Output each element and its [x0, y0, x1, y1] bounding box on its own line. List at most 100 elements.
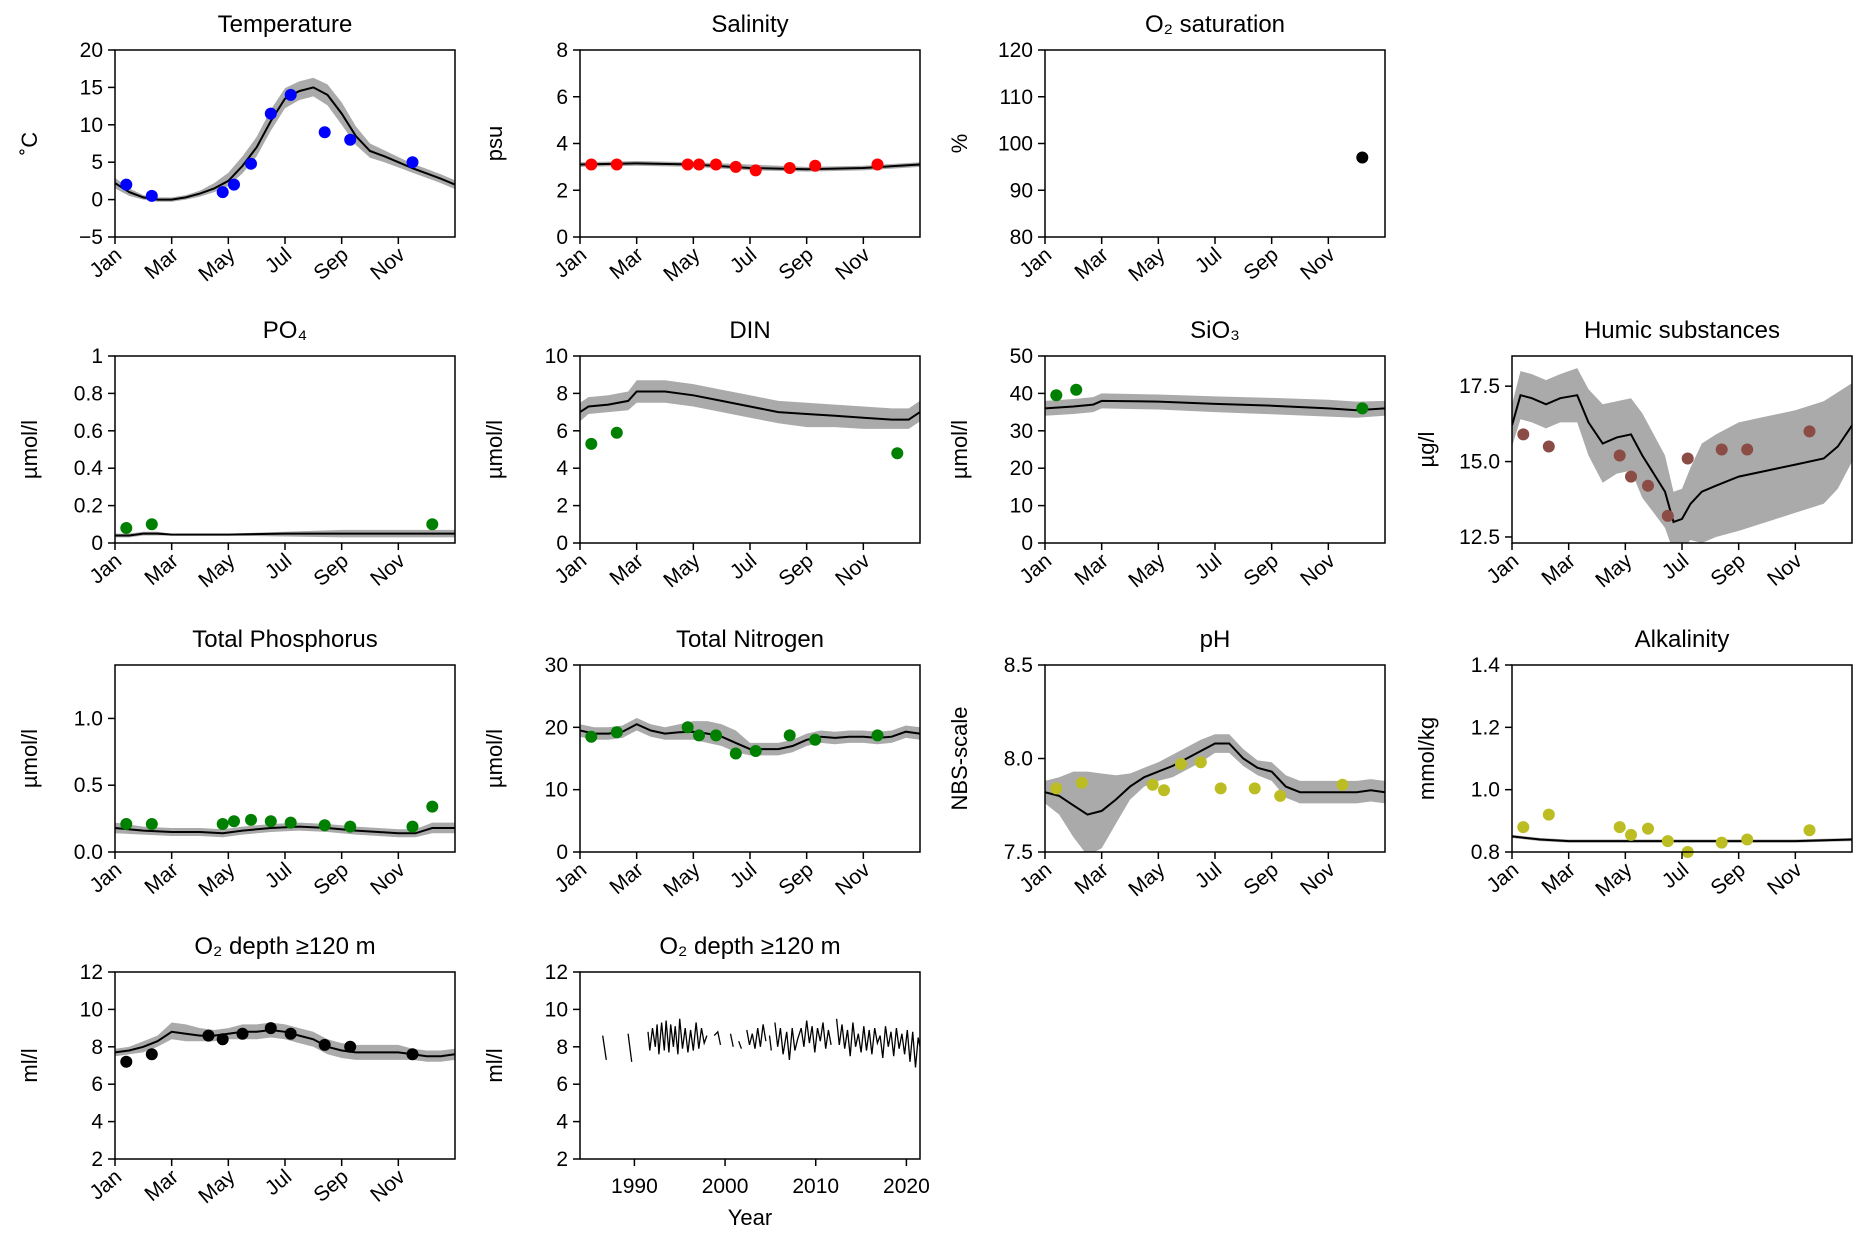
- y-tick-label: 15.0: [1459, 451, 1500, 474]
- x-tick-label: Jan: [85, 243, 126, 282]
- x-tick-label: Jul: [726, 549, 761, 584]
- data-point: [783, 162, 796, 174]
- x-tick-label: 2000: [702, 1175, 749, 1198]
- data-point: [216, 186, 229, 199]
- axes-frame: [1044, 49, 1386, 238]
- x-axis-label: Year: [728, 1205, 772, 1230]
- axes-frame: [579, 664, 921, 853]
- x-tick-label: Sep: [774, 243, 817, 285]
- y-tick-label: 10: [80, 114, 103, 137]
- y-tick-label: 8: [91, 1036, 103, 1059]
- chart-title: DIN: [729, 317, 770, 344]
- mean-line: [580, 390, 920, 421]
- y-tick-label: 17.5: [1459, 375, 1500, 398]
- data-point: [1613, 449, 1626, 462]
- mean-line: [115, 86, 455, 201]
- x-tick-label: May: [659, 243, 705, 286]
- y-axis-label: mmol/kg: [1414, 717, 1439, 800]
- y-tick-label: 0.0: [74, 841, 103, 864]
- data-point: [693, 158, 705, 171]
- x-tick-label: Jan: [1015, 243, 1056, 282]
- x-tick-label: Sep: [1239, 858, 1282, 900]
- y-tick-label: 10: [545, 345, 568, 368]
- series-line: [835, 1018, 920, 1068]
- data-point: [610, 158, 623, 171]
- y-axis-label: µmol/l: [482, 420, 507, 479]
- x-tick-label: Mar: [605, 243, 647, 284]
- x-tick-label: May: [659, 549, 705, 592]
- series-line: [768, 1035, 772, 1051]
- y-tick-label: 6: [91, 1073, 103, 1096]
- x-tick-label: May: [194, 549, 240, 592]
- series-line: [602, 1035, 607, 1060]
- x-tick-label: Mar: [140, 549, 182, 590]
- y-axis-label: NBS-scale: [947, 707, 972, 811]
- data-point: [1517, 821, 1530, 834]
- y-tick-label: 8: [556, 39, 568, 62]
- x-tick-label: Mar: [140, 243, 182, 284]
- y-tick-label: 20: [545, 716, 568, 739]
- chart-title: O₂ depth ≥120 m: [659, 933, 840, 960]
- chart-sio3: 0 10 20 30 40 50 Jan Mar May Jul Sep Nov SiO₃ µmol/l: [947, 317, 1386, 592]
- y-axis-label: µmol/l: [482, 729, 507, 788]
- x-tick-label: May: [194, 858, 240, 901]
- data-point: [1050, 389, 1063, 402]
- uncertainty-band: [115, 822, 455, 838]
- data-point: [318, 1038, 331, 1051]
- y-axis-label: µg/l: [1414, 432, 1439, 468]
- data-point: [1803, 824, 1816, 837]
- x-tick-label: Nov: [1763, 549, 1807, 591]
- mean-line: [1045, 399, 1385, 412]
- y-tick-label: 6: [556, 86, 568, 109]
- chart-title: SiO₃: [1190, 317, 1240, 344]
- x-tick-label: Nov: [1296, 549, 1340, 591]
- plot-area: [580, 161, 920, 172]
- data-point: [1625, 470, 1637, 483]
- mean-line: [115, 825, 455, 835]
- data-point: [1542, 808, 1555, 821]
- uncertainty-band: [1512, 368, 1852, 543]
- data-point: [344, 820, 357, 833]
- y-tick-label: 1.0: [74, 707, 103, 730]
- data-point: [1075, 776, 1088, 789]
- data-point: [585, 437, 598, 450]
- data-point: [284, 88, 297, 101]
- data-point: [145, 518, 158, 531]
- series-line: [738, 1040, 743, 1049]
- x-tick-label: Jul: [726, 858, 761, 893]
- axes-frame: [579, 49, 921, 238]
- y-tick-label: 30: [1010, 420, 1033, 443]
- x-tick-label: May: [1124, 549, 1170, 592]
- data-point: [228, 815, 240, 828]
- y-tick-label: 120: [998, 39, 1033, 62]
- y-axis-label: psu: [482, 126, 507, 161]
- x-tick-label: Jan: [1482, 858, 1523, 897]
- series-line: [729, 1033, 734, 1047]
- data-point: [406, 156, 419, 169]
- y-tick-label: 50: [1010, 345, 1033, 368]
- plot-area: [1512, 368, 1852, 543]
- data-point: [1681, 452, 1694, 465]
- x-tick-label: Jan: [550, 243, 591, 282]
- data-point: [1661, 835, 1674, 848]
- data-point: [344, 1040, 357, 1053]
- axes-frame: [114, 49, 456, 238]
- x-tick-label: Nov: [366, 1165, 410, 1207]
- plot-area: [1045, 393, 1385, 418]
- data-point: [264, 815, 277, 828]
- x-tick-label: Jan: [1482, 549, 1523, 588]
- data-point: [1214, 782, 1227, 795]
- chart-title: O₂ depth ≥120 m: [194, 933, 375, 960]
- data-point: [284, 816, 297, 829]
- y-tick-label: 1.4: [1471, 654, 1501, 677]
- y-tick-label: 4: [556, 133, 568, 156]
- y-tick-label: −5: [79, 226, 103, 249]
- plot-area: [115, 1022, 455, 1062]
- plot-area: [115, 529, 455, 538]
- plot-area: [115, 822, 455, 838]
- data-point: [891, 447, 904, 460]
- y-tick-label: 1: [91, 345, 103, 368]
- data-point: [809, 159, 822, 172]
- data-point: [1274, 789, 1287, 802]
- chart-title: Salinity: [711, 11, 788, 38]
